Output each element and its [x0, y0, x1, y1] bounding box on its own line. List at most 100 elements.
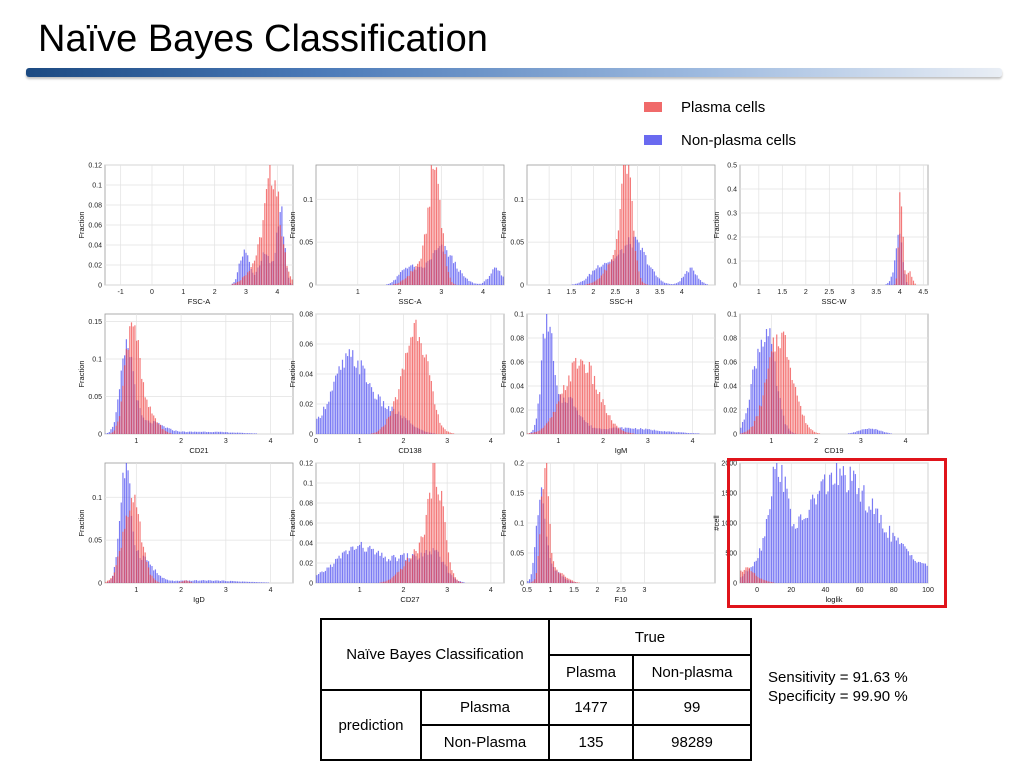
bar-plasma	[788, 359, 790, 434]
y-tick-label: 0	[309, 581, 313, 588]
bar-nonplasma	[391, 282, 393, 285]
bar-plasma	[772, 582, 774, 583]
bar-nonplasma	[247, 433, 249, 434]
bar-plasma	[564, 390, 567, 434]
bar-nonplasma	[755, 560, 757, 583]
bar-nonplasma	[494, 267, 496, 285]
bar-plasma	[810, 429, 812, 434]
bar-plasma	[556, 569, 558, 583]
bar-nonplasma	[324, 570, 326, 583]
bar-plasma	[158, 582, 160, 583]
bar-plasma	[248, 270, 251, 285]
bar-nonplasma	[747, 407, 749, 434]
bar-nonplasma	[888, 281, 891, 285]
bar-nonplasma	[674, 283, 676, 285]
bar-nonplasma	[471, 282, 473, 285]
bar-plasma	[801, 414, 803, 434]
bar-nonplasma	[789, 508, 792, 583]
bar-nonplasma	[192, 580, 194, 583]
bar-plasma	[641, 281, 643, 285]
bar-nonplasma	[243, 249, 245, 285]
bar-plasma	[429, 492, 431, 583]
bar-nonplasma	[454, 261, 456, 285]
bar-plasma	[163, 429, 165, 434]
bar-nonplasma	[480, 283, 482, 285]
bar-plasma	[631, 200, 633, 285]
bar-nonplasma	[240, 581, 242, 583]
bar-plasma	[534, 431, 536, 434]
table-true-header: True	[548, 618, 752, 656]
bar-plasma	[417, 553, 419, 583]
bar-plasma	[245, 275, 247, 285]
bar-plasma	[609, 415, 611, 434]
bar-plasma	[558, 401, 560, 434]
bar-plasma	[745, 567, 747, 583]
bar-plasma	[274, 180, 276, 285]
y-tick-label: 0.06	[88, 223, 102, 230]
bar-nonplasma	[897, 537, 899, 583]
y-tick-label: 0.04	[510, 384, 524, 391]
bar-nonplasma	[394, 279, 397, 285]
bar-nonplasma	[206, 580, 208, 583]
bar-plasma	[576, 582, 579, 583]
histogram-svg: 1 2 3 4 0 0.02 0.04 0.06 0.08 0.1 IgM Fraction	[499, 312, 716, 455]
y-tick-label: 0	[98, 581, 102, 588]
bar-nonplasma	[675, 283, 678, 285]
bar-plasma	[753, 573, 756, 583]
bar-nonplasma	[912, 559, 915, 583]
bar-nonplasma	[892, 272, 894, 285]
bar-nonplasma	[812, 494, 814, 583]
bar-plasma	[166, 431, 168, 434]
bar-plasma	[427, 498, 429, 583]
bar-nonplasma	[794, 528, 797, 583]
bar-nonplasma	[796, 527, 798, 583]
bar-nonplasma	[241, 432, 244, 434]
table-cell-fp: 99	[632, 689, 752, 726]
bar-nonplasma	[863, 429, 865, 434]
bar-plasma	[605, 413, 608, 434]
bar-nonplasma	[658, 278, 661, 285]
bar-plasma	[153, 578, 155, 583]
bar-plasma	[566, 577, 568, 583]
bar-plasma	[415, 550, 417, 583]
bar-nonplasma	[235, 279, 237, 285]
x-tick-label: 3	[244, 289, 248, 296]
bar-nonplasma	[483, 281, 485, 285]
bar-nonplasma	[822, 479, 824, 583]
bar-nonplasma	[323, 406, 325, 434]
bar-nonplasma	[388, 283, 390, 285]
bar-plasma	[626, 173, 628, 285]
bar-nonplasma	[328, 401, 330, 434]
bar-nonplasma	[247, 255, 249, 285]
bar-nonplasma	[379, 396, 381, 434]
bar-plasma	[633, 230, 635, 285]
bar-nonplasma	[338, 555, 340, 583]
bar-nonplasma	[851, 480, 853, 583]
bar-plasma	[556, 403, 558, 434]
bar-nonplasma	[640, 250, 642, 285]
bar-nonplasma	[895, 248, 897, 285]
bar-nonplasma	[772, 466, 774, 583]
bar-nonplasma	[694, 433, 696, 434]
bar-plasma	[110, 578, 112, 583]
bar-nonplasma	[163, 577, 165, 583]
bar-nonplasma	[590, 274, 592, 285]
bar-plasma	[158, 424, 160, 434]
bar-plasma	[265, 189, 268, 285]
y-tick-label: 0	[520, 283, 524, 290]
bar-nonplasma	[841, 475, 843, 583]
bar-nonplasma	[624, 427, 626, 434]
y-tick-label: 0.04	[88, 243, 102, 250]
bar-nonplasma	[803, 518, 805, 583]
bar-plasma	[786, 357, 788, 434]
bar-plasma	[139, 521, 141, 583]
bar-nonplasma	[681, 432, 683, 434]
bar-plasma	[587, 284, 589, 285]
bar-plasma	[549, 418, 551, 434]
bar-plasma	[774, 351, 776, 434]
bar-nonplasma	[452, 263, 455, 285]
bar-plasma	[535, 573, 537, 583]
bar-plasma	[581, 360, 584, 434]
bar-plasma	[394, 283, 397, 285]
bar-nonplasma	[499, 270, 501, 285]
